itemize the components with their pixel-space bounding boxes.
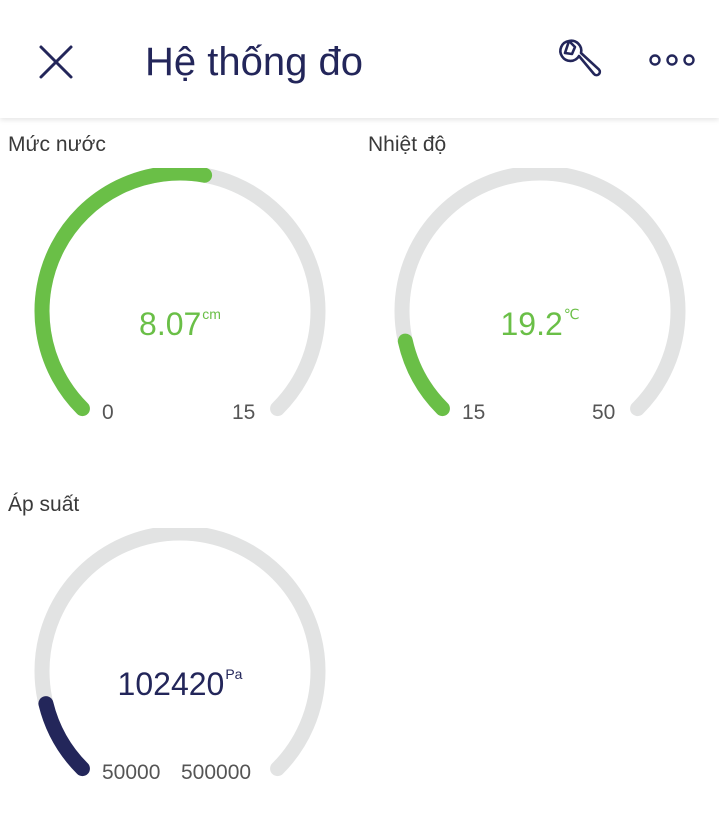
gauge-value: 102420Pa	[30, 654, 330, 704]
gauge-max-label: 50	[592, 401, 616, 424]
gauge-value-number: 19.2	[500, 306, 563, 342]
gauge-pressure[interactable]: 102420Pa 50000 500000	[30, 528, 330, 788]
gauge-value-unit: ℃	[563, 306, 580, 322]
gauge-min-label: 0	[102, 401, 114, 424]
gauge-track	[394, 168, 686, 417]
page-title: Hệ thống đo	[145, 40, 363, 84]
gauge-max-label: 500000	[181, 761, 252, 784]
gauge-max-label: 15	[232, 401, 256, 424]
close-icon	[39, 45, 73, 79]
gauge-fill	[397, 333, 450, 417]
gauge-value-number: 8.07	[139, 306, 202, 342]
settings-button[interactable]	[548, 34, 604, 90]
gauge-min-label: 15	[462, 401, 486, 424]
gauge-min-label: 50000	[102, 761, 161, 784]
gauge-temperature[interactable]: 19.2℃ 15 50	[390, 168, 690, 428]
gauge-label-temperature: Nhiệt độ	[368, 133, 447, 156]
gauge-label-water-level: Mức nước	[8, 133, 106, 156]
gauge-fill	[34, 168, 213, 417]
gauge-water-level[interactable]: 8.07cm 0 15	[30, 168, 330, 428]
gauge-value-number: 102420	[117, 666, 225, 702]
gauge-value-unit: cm	[202, 306, 221, 322]
gauge-value: 19.2℃	[390, 294, 690, 344]
more-horizontal-icon	[649, 54, 695, 66]
gauge-fill	[38, 696, 90, 777]
app-header: Hệ thống đo	[0, 0, 719, 118]
wrench-icon	[559, 39, 602, 77]
gauge-track	[34, 528, 326, 777]
gauge-label-pressure: Áp suất	[8, 493, 80, 516]
close-button[interactable]	[30, 36, 82, 88]
gauge-value: 8.07cm	[30, 294, 330, 344]
more-button[interactable]	[646, 40, 698, 80]
gauge-value-unit: Pa	[225, 666, 243, 682]
